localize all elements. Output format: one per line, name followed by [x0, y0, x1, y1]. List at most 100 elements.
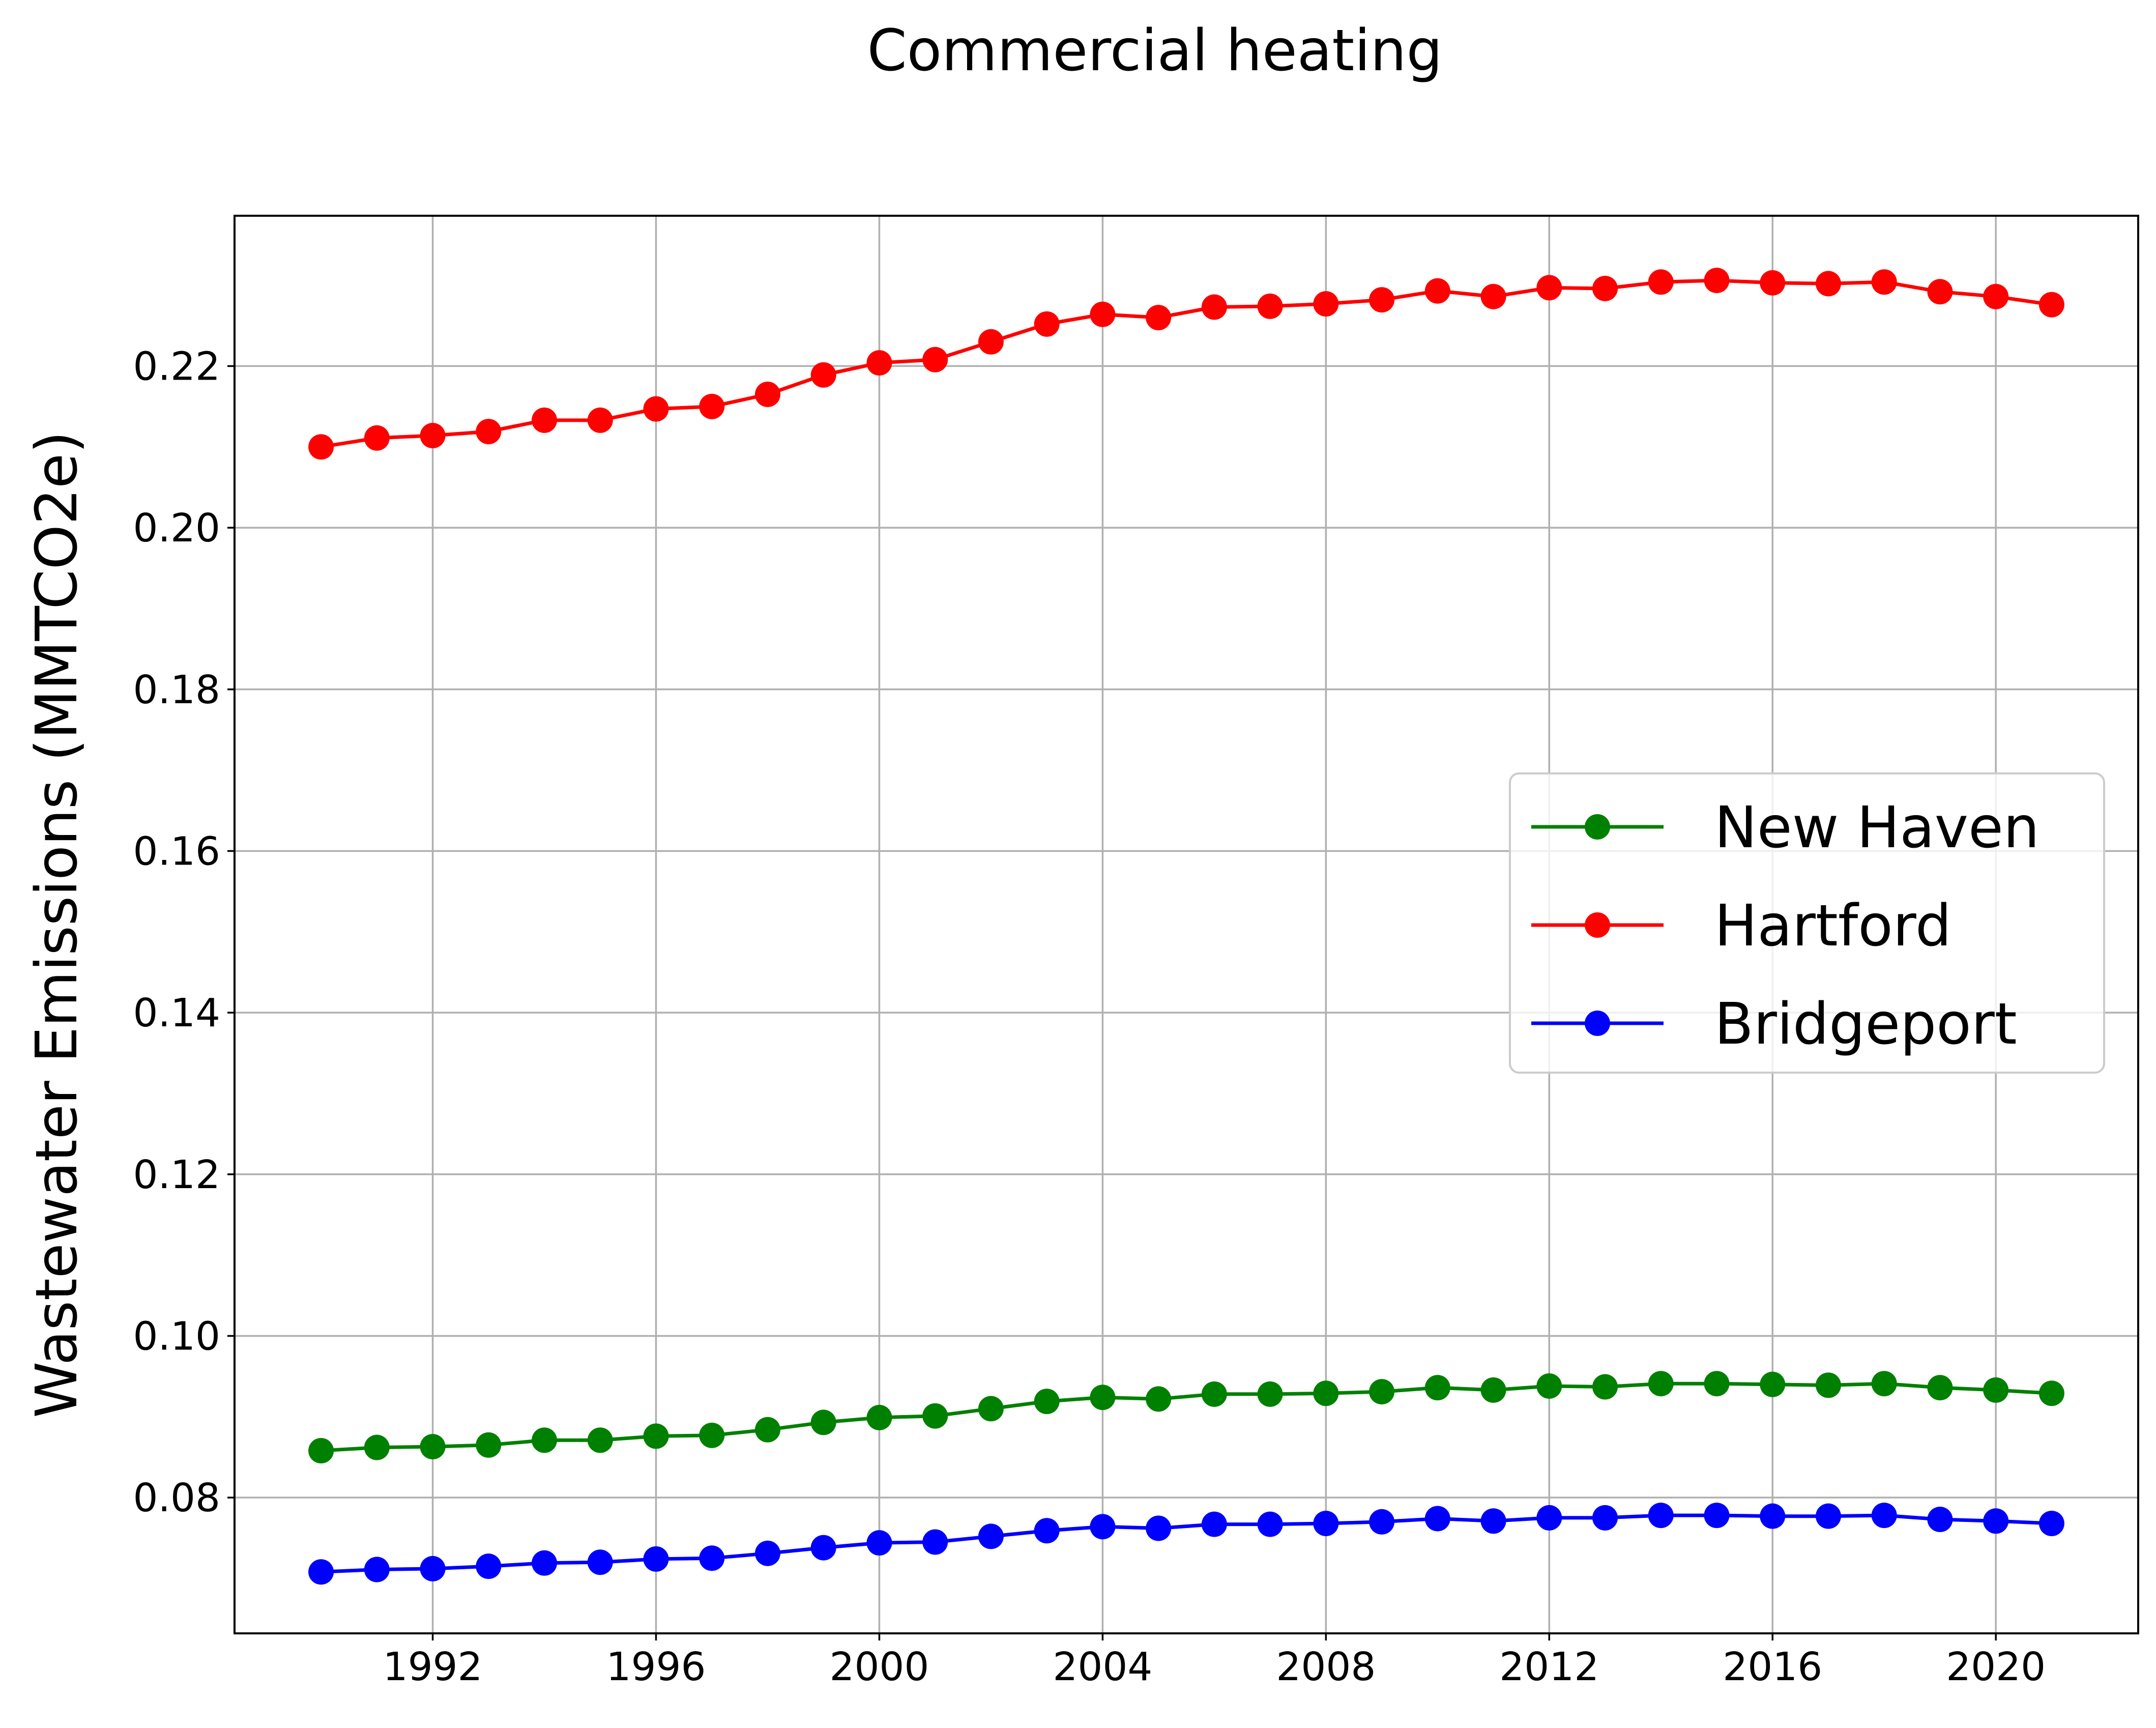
hartford-point: [1481, 284, 1506, 309]
bridgeport-point: [699, 1545, 724, 1571]
bridgeport-point: [755, 1541, 780, 1566]
bridgeport-point: [2039, 1511, 2064, 1536]
hartford-point: [1983, 284, 2008, 309]
x-tick-label: 2016: [1723, 1645, 1822, 1690]
x-tick-label: 1996: [606, 1645, 706, 1690]
bridgeport-point: [588, 1549, 613, 1575]
bridgeport-point: [1648, 1503, 1674, 1528]
chart-title: Commercial heating: [867, 18, 1442, 84]
bridgeport-point: [1760, 1504, 1785, 1529]
legend-swatch-marker: [1585, 1011, 1610, 1036]
new-haven-point: [1704, 1371, 1729, 1396]
legend-swatch-marker: [1585, 814, 1610, 840]
hartford-point: [308, 434, 334, 459]
hartford-point: [2039, 292, 2064, 318]
bridgeport-point: [1704, 1503, 1729, 1528]
bridgeport-point: [644, 1546, 669, 1572]
y-tick-label: 0.20: [133, 506, 220, 551]
hartford-point: [699, 394, 724, 419]
hartford-point: [476, 419, 501, 444]
new-haven-point: [1983, 1377, 2008, 1403]
bridgeport-point: [922, 1530, 948, 1555]
bridgeport-point: [978, 1523, 1004, 1549]
new-haven-point: [1536, 1373, 1562, 1399]
bridgeport-point: [1872, 1503, 1897, 1528]
new-haven-point: [1313, 1380, 1338, 1406]
y-axis-label: Wastewater Emissions (MMTCO2e): [24, 431, 90, 1418]
y-tick-label: 0.14: [133, 991, 220, 1036]
hartford-point: [1927, 279, 1953, 304]
x-tick-label: 2004: [1053, 1645, 1152, 1690]
bridgeport-point: [1258, 1512, 1283, 1537]
hartford-point: [811, 362, 836, 388]
legend-label: Bridgeport: [1714, 991, 2017, 1057]
new-haven-point: [699, 1423, 724, 1448]
new-haven-point: [1872, 1371, 1897, 1396]
legend-label: New Haven: [1714, 795, 2040, 861]
bridgeport-point: [1927, 1507, 1953, 1532]
hartford-point: [1816, 271, 1841, 296]
hartford-point: [1146, 305, 1171, 330]
hartford-point: [1202, 294, 1227, 320]
bridgeport-point: [308, 1559, 334, 1585]
bridgeport-point: [1481, 1508, 1506, 1534]
bridgeport-point: [364, 1557, 390, 1582]
new-haven-point: [755, 1417, 780, 1443]
hartford-point: [1258, 294, 1283, 319]
hartford-point: [1536, 275, 1562, 300]
y-tick-label: 0.22: [133, 344, 220, 389]
legend-swatch-marker: [1585, 912, 1610, 938]
x-tick-label: 2020: [1946, 1645, 2046, 1690]
bridgeport-point: [476, 1553, 501, 1579]
new-haven-point: [978, 1396, 1004, 1421]
new-haven-point: [644, 1423, 669, 1449]
new-haven-point: [1592, 1374, 1618, 1400]
y-tick-label: 0.10: [133, 1314, 220, 1359]
bridgeport-point: [1313, 1511, 1338, 1536]
bridgeport-point: [532, 1550, 557, 1576]
bridgeport-point: [1202, 1512, 1227, 1537]
hartford-point: [1872, 269, 1897, 295]
new-haven-point: [588, 1427, 613, 1453]
new-haven-point: [1481, 1377, 1506, 1403]
hartford-point: [1425, 278, 1450, 304]
hartford-point: [1369, 287, 1394, 312]
x-tick-label: 2012: [1499, 1645, 1599, 1690]
x-tick-label: 1992: [383, 1645, 483, 1690]
bridgeport-point: [866, 1530, 892, 1556]
hartford-point: [1592, 276, 1618, 301]
new-haven-point: [1425, 1375, 1450, 1400]
x-tick-label: 2008: [1276, 1645, 1376, 1690]
new-haven-point: [811, 1409, 836, 1435]
new-haven-point: [922, 1403, 948, 1429]
new-haven-point: [364, 1435, 390, 1460]
hartford-point: [1090, 302, 1115, 327]
hartford-point: [1760, 270, 1785, 296]
hartford-point: [755, 382, 780, 407]
bridgeport-point: [1369, 1509, 1394, 1535]
new-haven-point: [420, 1434, 446, 1459]
bridgeport-point: [1816, 1504, 1841, 1529]
new-haven-point: [476, 1432, 501, 1458]
new-haven-point: [1034, 1389, 1060, 1414]
bridgeport-point: [1592, 1505, 1618, 1531]
x-tick-label: 2000: [829, 1645, 929, 1690]
new-haven-point: [1816, 1372, 1841, 1398]
new-haven-point: [1927, 1375, 1953, 1400]
new-haven-point: [1648, 1371, 1674, 1396]
hartford-point: [364, 425, 390, 451]
bridgeport-point: [1536, 1505, 1562, 1531]
legend-label: Hartford: [1714, 893, 1951, 959]
hartford-point: [420, 423, 446, 448]
hartford-point: [1034, 311, 1060, 337]
new-haven-point: [532, 1427, 557, 1453]
new-haven-point: [1258, 1381, 1283, 1407]
hartford-point: [866, 350, 892, 376]
bridgeport-point: [1034, 1518, 1060, 1543]
hartford-point: [1313, 291, 1338, 316]
hartford-point: [922, 347, 948, 372]
hartford-point: [1648, 269, 1674, 295]
y-tick-label: 0.12: [133, 1153, 220, 1198]
